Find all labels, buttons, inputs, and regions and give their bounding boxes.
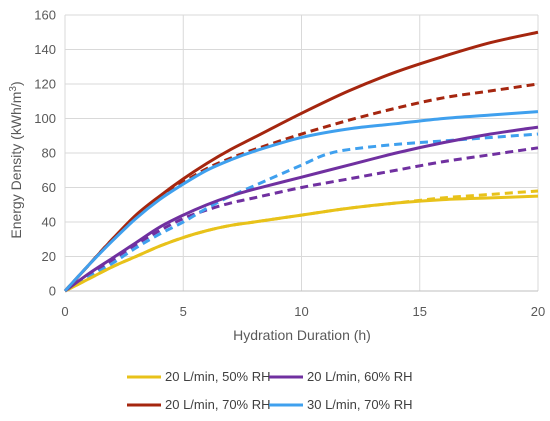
y-axis-label-main: Energy Density (kWh/m xyxy=(8,92,24,239)
y-tick-label: 20 xyxy=(42,249,56,264)
series-line-solid xyxy=(63,110,539,293)
tick-labels: 0 20 40 60 80 100 120 140 160 0 5 10 15 20 xyxy=(34,8,545,320)
legend-label: 20 L/min, 50% RH xyxy=(165,369,271,384)
x-tick-label: 10 xyxy=(294,304,308,319)
legend-label: 20 L/min, 60% RH xyxy=(307,369,413,384)
y-tick-label: 120 xyxy=(34,77,56,92)
x-tick-label: 15 xyxy=(413,304,427,319)
y-axis-label-superscript: 3 xyxy=(8,86,19,92)
x-tick-label: 5 xyxy=(180,304,187,319)
y-axis-label-close: ) xyxy=(8,81,24,86)
y-tick-label: 80 xyxy=(42,146,56,161)
series-line-solid xyxy=(64,194,539,293)
legend-label: 20 L/min, 70% RH xyxy=(165,397,271,412)
y-tick-label: 160 xyxy=(34,8,56,23)
series-line-dashed xyxy=(64,146,539,293)
x-tick-label: 0 xyxy=(61,304,68,319)
y-tick-label: 60 xyxy=(42,180,56,195)
y-tick-label: 100 xyxy=(34,111,56,126)
x-tick-label: 20 xyxy=(531,304,545,319)
x-axis-label: Hydration Duration (h) xyxy=(233,327,371,343)
series-line-solid xyxy=(64,125,539,293)
y-axis-label: Energy Density (kWh/m3) xyxy=(8,81,24,238)
series-group xyxy=(63,30,539,293)
legend-label: 30 L/min, 70% RH xyxy=(307,397,413,412)
y-tick-label: 0 xyxy=(49,284,56,299)
grid xyxy=(64,14,539,292)
y-tick-label: 140 xyxy=(34,42,56,57)
y-tick-label: 40 xyxy=(42,215,56,230)
series-line-solid xyxy=(63,30,539,293)
legend: 20 L/min, 50% RH 20 L/min, 60% RH 20 L/min… xyxy=(127,369,413,412)
